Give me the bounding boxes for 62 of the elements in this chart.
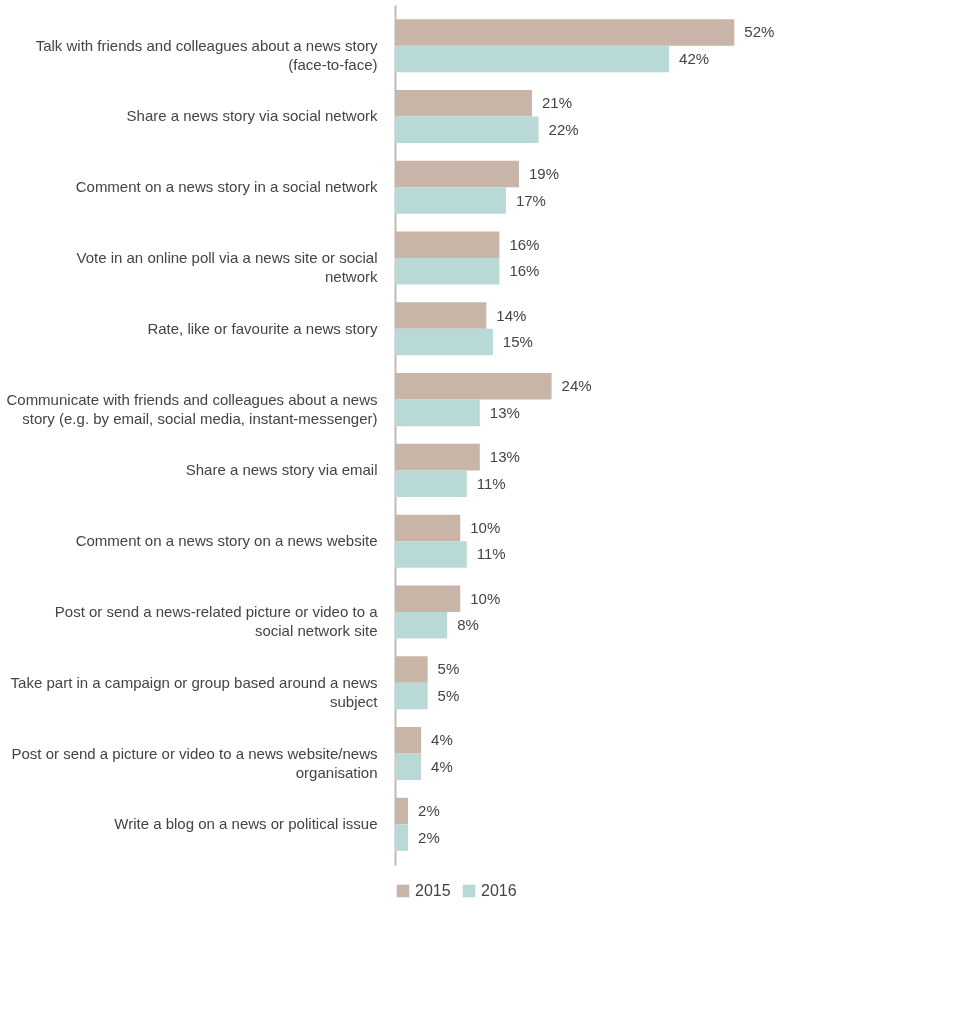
- bar: [395, 656, 428, 683]
- data-label: 10%: [470, 518, 501, 536]
- bar: [395, 824, 409, 851]
- data-label: 52%: [744, 23, 775, 41]
- bar: [395, 399, 480, 427]
- bar: [395, 682, 428, 710]
- bar: [395, 443, 480, 471]
- bar: [395, 611, 448, 639]
- bar: [395, 45, 670, 73]
- data-label: 8%: [457, 616, 479, 634]
- y-tick-label: Comment on a news story on a news website: [75, 532, 378, 550]
- data-label: 21%: [542, 94, 573, 112]
- data-label: 13%: [489, 403, 520, 421]
- y-tick-label: Vote in an online poll via a news site or social network: [76, 249, 378, 286]
- data-label: 11%: [476, 474, 506, 492]
- bar: [395, 514, 461, 542]
- data-label: 16%: [509, 262, 540, 280]
- data-label: 17%: [515, 191, 546, 209]
- data-label: 24%: [561, 377, 592, 395]
- data-label: 10%: [470, 589, 501, 607]
- bar: [395, 753, 422, 781]
- bar: [395, 258, 500, 285]
- y-tick-label: Post or send a news-related picture or video to a social network site: [54, 602, 379, 639]
- y-tick-label: Communicate with friends and colleagues about a news story (e.g. by email, social media, instant-messenger): [6, 390, 378, 427]
- y-tick-label: Comment on a news story in a social network: [75, 178, 378, 196]
- y-tick-label: Talk with friends and colleagues about a news story (face-to-face): [35, 36, 378, 73]
- data-label: 5%: [437, 687, 460, 705]
- legend-label: 2016: [481, 882, 517, 899]
- y-tick-label: Share a news story via social network: [126, 107, 378, 125]
- bar: [395, 302, 487, 329]
- bar: [395, 231, 500, 259]
- bar: [395, 116, 539, 144]
- data-label: 19%: [528, 164, 559, 182]
- y-tick-label: Share a news story via email: [185, 461, 378, 479]
- data-label: 2%: [418, 802, 440, 820]
- bar: [395, 373, 552, 400]
- bar: [395, 797, 409, 825]
- bar: [395, 187, 506, 214]
- bar: [395, 160, 519, 188]
- y-tick-label: Write a blog on a news or political issue: [114, 815, 378, 833]
- bar: [395, 541, 467, 568]
- data-label: 4%: [431, 757, 453, 775]
- data-label: 14%: [496, 306, 527, 324]
- bar: [395, 585, 461, 612]
- y-tick-label: Rate, like or favourite a news story: [147, 319, 378, 337]
- bar: [395, 89, 533, 117]
- bar: [395, 19, 735, 46]
- legend-label: 2015: [415, 882, 451, 899]
- data-label: 16%: [509, 235, 540, 253]
- data-label: 15%: [502, 333, 533, 351]
- y-tick-label: Post or send a picture or video to a news website/news organisation: [11, 744, 378, 781]
- data-label: 2%: [418, 828, 440, 846]
- bar: [395, 328, 493, 356]
- data-label: 5%: [437, 660, 460, 678]
- data-label: 42%: [679, 49, 710, 67]
- y-tick-label: Take part in a campaign or group based around a news subject: [10, 673, 379, 710]
- bar: [395, 726, 422, 754]
- data-label: 11%: [476, 545, 506, 563]
- bar: [395, 470, 467, 497]
- data-label: 13%: [489, 448, 520, 466]
- data-label: 22%: [548, 120, 579, 138]
- data-label: 4%: [431, 731, 453, 749]
